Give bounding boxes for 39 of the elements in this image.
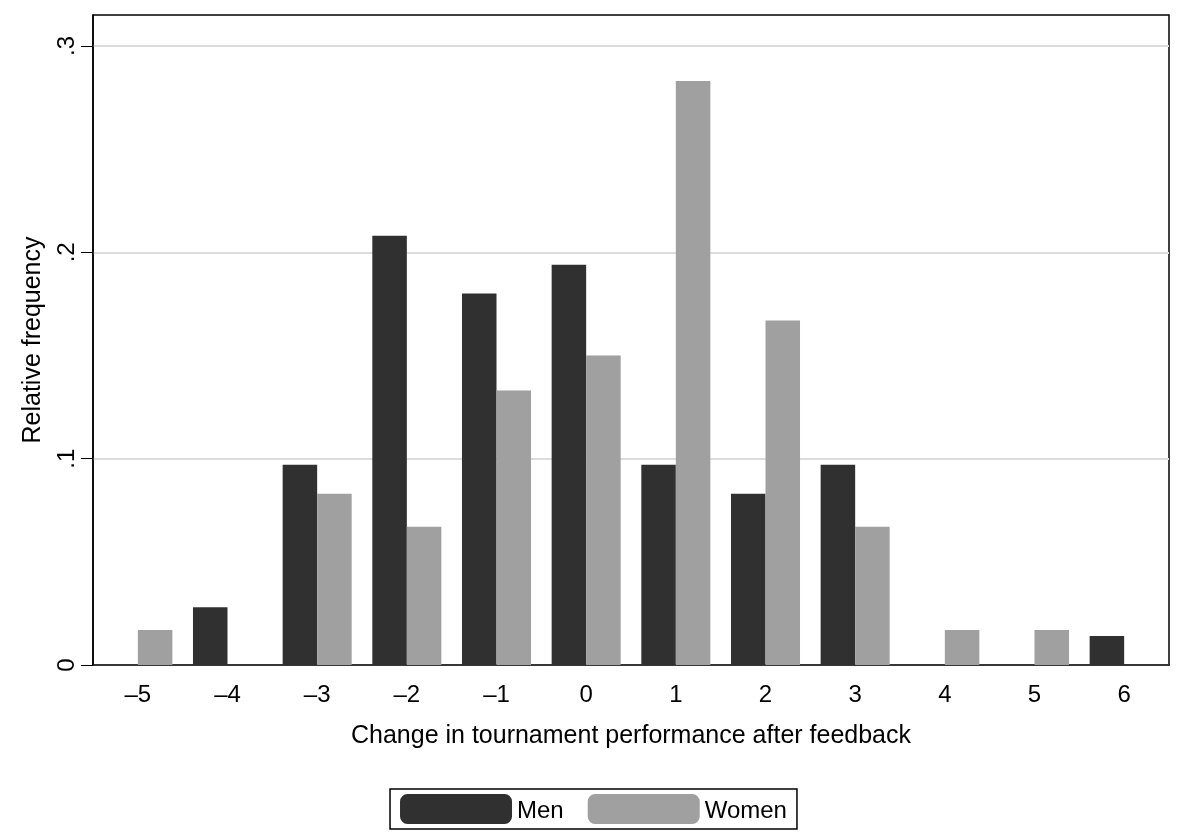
bar <box>461 293 497 665</box>
x-tick-label: –2 <box>393 679 421 707</box>
bar <box>192 607 228 665</box>
y-tick-label: 0 <box>51 658 79 672</box>
bar <box>944 629 980 665</box>
bar <box>282 464 318 665</box>
x-tick-label: –3 <box>303 679 331 707</box>
x-tick-label: 1 <box>669 679 683 707</box>
bar <box>586 355 621 665</box>
bar <box>765 320 801 665</box>
bar <box>641 464 676 665</box>
bar <box>496 390 532 665</box>
bar <box>372 235 407 665</box>
y-tick-label: .1 <box>51 448 79 469</box>
y-tick-label: .2 <box>51 242 79 263</box>
x-tick-label: –5 <box>124 679 152 707</box>
bar <box>820 464 856 665</box>
x-tick-label: 4 <box>938 679 952 707</box>
y-axis-title: Relative frequency <box>16 235 45 444</box>
x-tick-label: 5 <box>1027 679 1042 707</box>
bar <box>730 493 766 665</box>
legend-label: Men <box>517 795 564 823</box>
bar <box>317 493 352 665</box>
x-tick-label: –4 <box>214 679 241 707</box>
bar <box>1034 629 1070 665</box>
x-tick-label: 3 <box>848 679 862 707</box>
x-axis-title: Change in tournament performance after feedback <box>350 719 912 748</box>
x-tick-label: 2 <box>758 679 773 707</box>
bar <box>855 526 890 665</box>
bar <box>675 81 711 665</box>
bar <box>406 526 442 665</box>
x-tick-label: –1 <box>483 679 510 707</box>
x-tick-label: 0 <box>579 679 593 707</box>
x-tick-label: 6 <box>1117 679 1131 707</box>
bar <box>137 629 173 665</box>
legend-label: Women <box>704 795 787 823</box>
bar <box>1089 636 1125 665</box>
bar <box>551 264 587 665</box>
y-tick-label: .3 <box>51 35 79 56</box>
